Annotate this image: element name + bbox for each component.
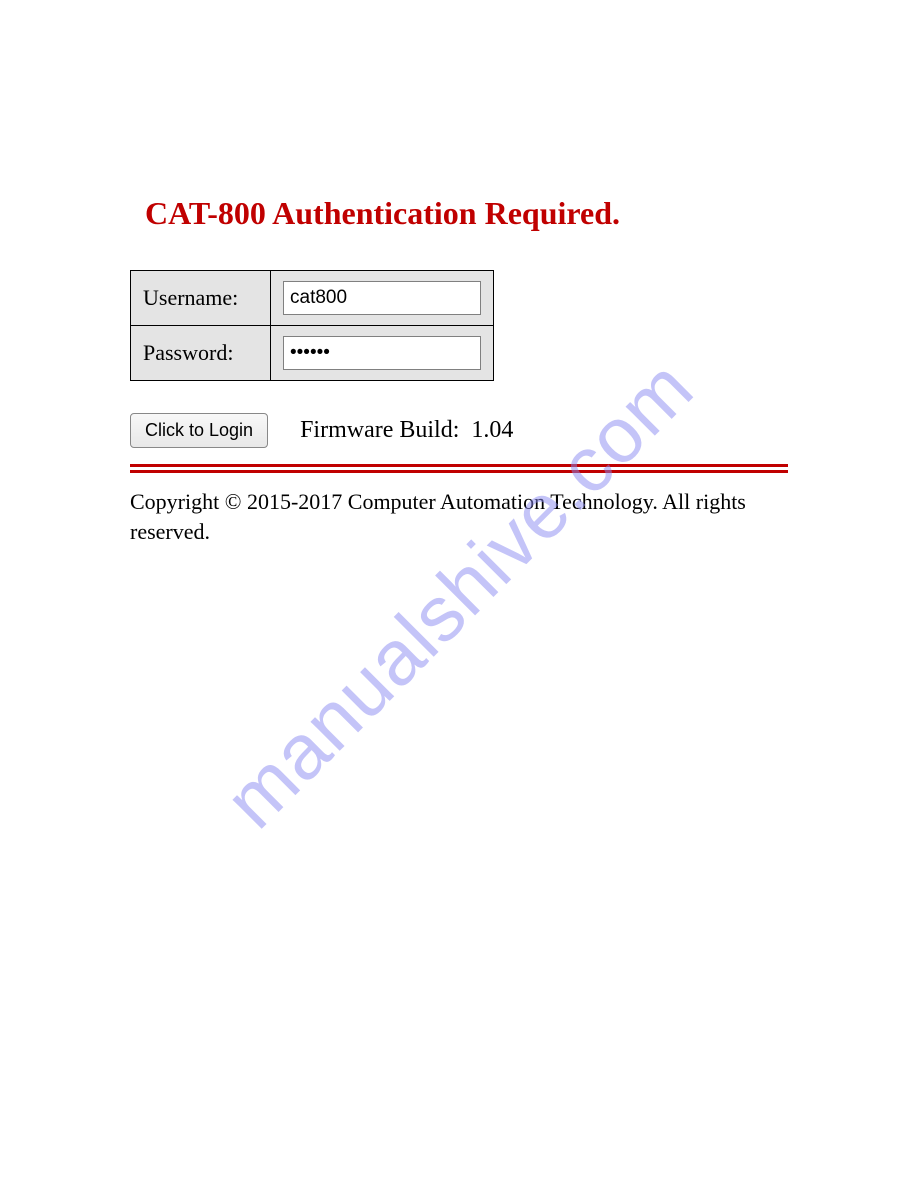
username-input[interactable] [283,281,481,315]
password-label: Password: [131,326,271,381]
password-input-cell [271,326,494,381]
page-title: CAT-800 Authentication Required. [145,195,788,232]
copyright-text: Copyright © 2015-2017 Computer Automatio… [130,487,788,546]
login-button[interactable]: Click to Login [130,413,268,448]
firmware-info: Firmware Build: 1.04 [300,417,513,444]
username-row: Username: [131,271,494,326]
username-input-cell [271,271,494,326]
username-label: Username: [131,271,271,326]
divider-line-2 [130,470,788,473]
login-form-table: Username: Password: [130,270,494,381]
divider-line-1 [130,464,788,467]
password-row: Password: [131,326,494,381]
password-input[interactable] [283,336,481,370]
firmware-label: Firmware Build: [300,417,459,443]
login-action-row: Click to Login Firmware Build: 1.04 [130,413,788,448]
main-content: CAT-800 Authentication Required. Usernam… [0,0,918,546]
firmware-version: 1.04 [471,417,513,443]
